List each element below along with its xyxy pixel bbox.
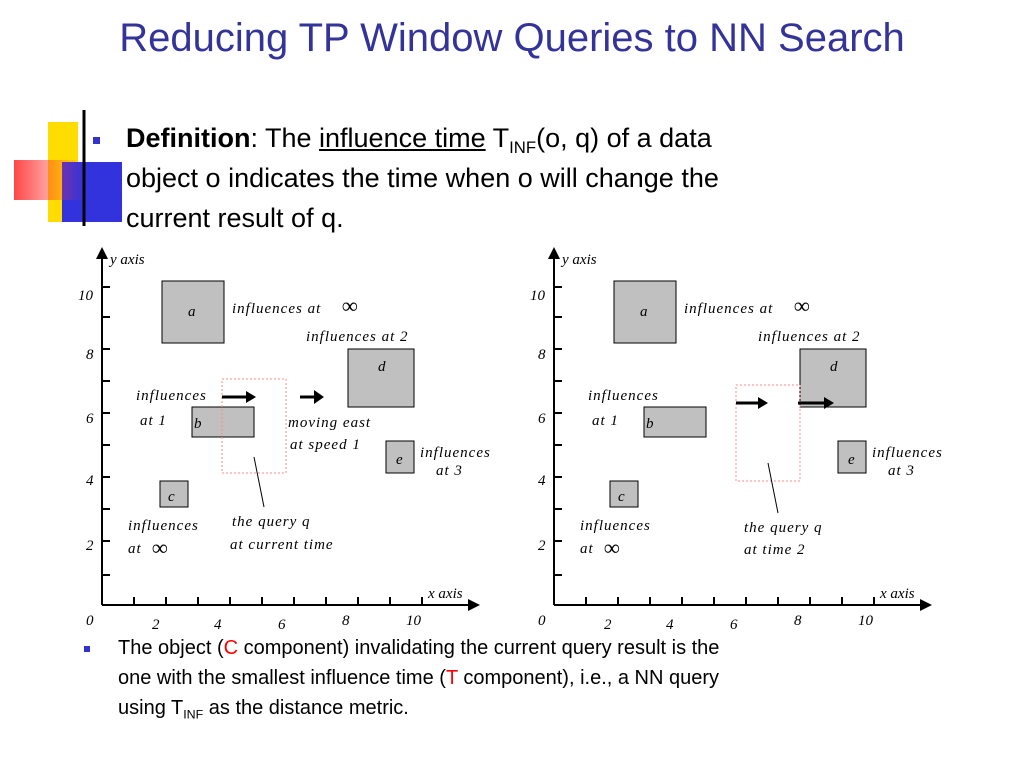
svg-text:influences at 2: influences at 2 bbox=[758, 329, 860, 345]
svg-text:2: 2 bbox=[538, 538, 546, 554]
y-axis-label: y axis bbox=[560, 252, 597, 268]
svg-text:6: 6 bbox=[730, 617, 738, 633]
svg-text:influences: influences bbox=[128, 518, 199, 534]
svg-text:6: 6 bbox=[538, 411, 546, 427]
svg-text:∞: ∞ bbox=[342, 293, 358, 318]
x-axis-label: x axis bbox=[427, 586, 463, 602]
svg-text:at 3: at 3 bbox=[888, 463, 915, 479]
svg-text:6: 6 bbox=[278, 617, 286, 633]
x-axis-label: x axis bbox=[879, 586, 915, 602]
object-e bbox=[837, 440, 867, 474]
svg-text:10: 10 bbox=[406, 613, 422, 629]
object-d bbox=[347, 348, 415, 408]
svg-text:influences at: influences at bbox=[232, 301, 321, 317]
svg-text:4: 4 bbox=[666, 617, 674, 633]
svg-text:4: 4 bbox=[214, 617, 222, 633]
svg-text:influences: influences bbox=[420, 445, 491, 461]
object-a bbox=[161, 280, 225, 344]
svg-text:influences at 2: influences at 2 bbox=[306, 329, 408, 345]
diagram-time-2: y axis x axis 10 8 6 4 2 0 2 4 6 8 10 a … bbox=[530, 247, 943, 633]
svg-text:4: 4 bbox=[538, 473, 546, 489]
object-a bbox=[613, 280, 677, 344]
svg-text:e: e bbox=[848, 452, 855, 468]
svg-text:the query q: the query q bbox=[744, 520, 822, 536]
svg-text:d: d bbox=[378, 359, 386, 375]
influence-time-term: influence time bbox=[319, 123, 486, 153]
svg-text:10: 10 bbox=[858, 613, 874, 629]
object-d bbox=[799, 348, 867, 408]
svg-text:at time 2: at time 2 bbox=[744, 542, 806, 558]
svg-text:8: 8 bbox=[342, 613, 350, 629]
svg-text:at: at bbox=[128, 541, 142, 557]
svg-text:at 3: at 3 bbox=[436, 463, 463, 479]
svg-text:10: 10 bbox=[78, 288, 94, 304]
svg-text:influences: influences bbox=[588, 388, 659, 404]
svg-text:at 1: at 1 bbox=[592, 413, 619, 429]
svg-text:at 1: at 1 bbox=[140, 413, 167, 429]
svg-text:at: at bbox=[580, 541, 594, 557]
svg-text:10: 10 bbox=[530, 288, 546, 304]
svg-text:0: 0 bbox=[538, 613, 546, 629]
svg-text:b: b bbox=[194, 416, 202, 432]
svg-text:influences at: influences at bbox=[684, 301, 773, 317]
svg-text:2: 2 bbox=[604, 617, 612, 633]
object-b bbox=[191, 406, 255, 438]
svg-text:2: 2 bbox=[152, 617, 160, 633]
svg-text:6: 6 bbox=[86, 411, 94, 427]
object-c bbox=[159, 480, 189, 508]
object-b bbox=[643, 406, 707, 438]
query-window bbox=[735, 384, 801, 482]
definition-paragraph: Definition: The influence time TINF(o, q… bbox=[126, 123, 719, 233]
svg-text:8: 8 bbox=[794, 613, 802, 629]
svg-text:at current time: at current time bbox=[230, 537, 334, 553]
object-c bbox=[609, 480, 639, 508]
svg-text:at speed 1: at speed 1 bbox=[290, 437, 361, 453]
svg-text:c: c bbox=[168, 489, 175, 505]
svg-text:∞: ∞ bbox=[604, 535, 620, 560]
red-fade-square bbox=[14, 160, 84, 200]
bullet-marker bbox=[93, 137, 100, 144]
svg-text:moving east: moving east bbox=[288, 415, 371, 431]
query-window bbox=[221, 378, 287, 474]
object-e bbox=[385, 440, 415, 474]
svg-text:influences: influences bbox=[136, 388, 207, 404]
svg-text:a: a bbox=[188, 304, 196, 320]
svg-text:∞: ∞ bbox=[152, 535, 168, 560]
diagram-current-time: y axis x axis 10 8 6 4 2 0 2 4 6 8 10 a … bbox=[78, 247, 491, 633]
note-paragraph: The object (C component) invalidating th… bbox=[118, 637, 720, 722]
svg-text:the query q: the query q bbox=[232, 514, 310, 530]
definition-term: Definition bbox=[126, 123, 251, 153]
bullet-marker-2 bbox=[84, 646, 90, 652]
svg-text:4: 4 bbox=[86, 473, 94, 489]
svg-text:a: a bbox=[640, 304, 648, 320]
svg-text:c: c bbox=[618, 489, 625, 505]
y-axis-label: y axis bbox=[108, 252, 145, 268]
slide-title: Reducing TP Window Queries to NN Search bbox=[119, 16, 905, 60]
svg-text:influences: influences bbox=[580, 518, 651, 534]
svg-text:e: e bbox=[396, 452, 403, 468]
svg-text:∞: ∞ bbox=[794, 293, 810, 318]
decorative-squares bbox=[14, 110, 960, 226]
svg-text:0: 0 bbox=[86, 613, 94, 629]
svg-text:2: 2 bbox=[86, 538, 94, 554]
svg-text:8: 8 bbox=[538, 347, 546, 363]
svg-text:d: d bbox=[830, 359, 838, 375]
svg-text:b: b bbox=[646, 416, 654, 432]
svg-text:influences: influences bbox=[872, 445, 943, 461]
svg-text:8: 8 bbox=[86, 347, 94, 363]
